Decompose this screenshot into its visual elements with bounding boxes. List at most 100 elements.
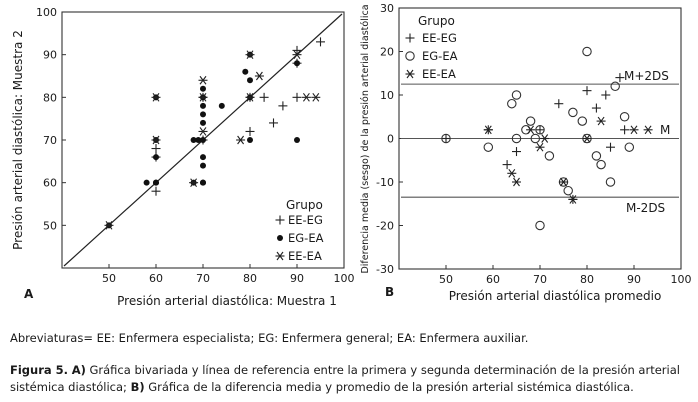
panel-b-point-ee-eg (441, 134, 451, 143)
panel-b-xtick-label: 100 (671, 273, 692, 286)
panel-b-point-eg-ea (530, 133, 541, 144)
abbreviations-note: Abreviaturas= EE: Enfermera especialista… (10, 331, 529, 345)
panel-b-point-ee-eg (582, 86, 592, 96)
panel-b-point-ee-eg (535, 125, 545, 135)
panel-a-ticks: 50 60 70 80 90 100 100 90 80 70 60 50 (36, 6, 355, 285)
panel-a-xtick-label: 100 (334, 272, 355, 285)
panel-b-legend-title: Grupo (418, 14, 455, 28)
panel-b-legend-marker-ee-ea (405, 69, 415, 79)
panel-a-point-ee-eg (151, 186, 161, 196)
panel-a-xtick-label: 80 (243, 272, 257, 285)
panel-b-xtick-label: 60 (486, 273, 500, 286)
panel-b-ref-label-upper: M+2DS (624, 69, 669, 83)
panel-b-point-ee-ea (535, 142, 545, 152)
panel-b-point-eg-ea (577, 116, 588, 126)
panel-b-point-eg-ea (619, 112, 630, 122)
panel-b-ref-label-mean: M (660, 123, 670, 137)
panel-a-ytick-label: 80 (43, 91, 57, 104)
panel-a-label: A (24, 287, 34, 301)
panel-a-legend-entry-eg-ea: EG-EA (288, 231, 324, 245)
panel-b-point-ee-ea (568, 195, 578, 204)
panel-b-ytick-label: -20 (376, 220, 394, 233)
panel-a-point-ee-ea (198, 93, 208, 102)
panel-b-xtick-label: 70 (533, 273, 547, 286)
panel-b-legend-entry-ee-ea: EE-EA (422, 67, 456, 81)
panel-b-xlabel: Presión arterial diastólica promedio (449, 289, 662, 303)
panel-b-point-ee-ea (629, 125, 639, 135)
panel-a-point-eg-ea (218, 102, 225, 109)
panel-b-point-eg-ea (582, 46, 592, 57)
panel-b-point-ee-eg (502, 160, 512, 170)
panel-b-point-ee-eg (512, 147, 521, 157)
panel-a-point-eg-ea (247, 137, 253, 143)
panel-a-point-eg-ea (200, 154, 206, 161)
panel-a-point-eg-ea (200, 85, 206, 92)
panel-a-point-ee-ea (301, 93, 311, 102)
panel-b-point-ee-eg (606, 142, 615, 152)
panel-b-point-eg-ea (591, 151, 602, 161)
panel-b-point-eg-ea (535, 125, 545, 135)
panel-a-point-eg-ea (200, 111, 206, 118)
panel-a-point-ee-ea (245, 50, 255, 59)
panel-b-point-ee-eg (620, 125, 630, 135)
panel-a-ytick-label: 60 (43, 177, 57, 190)
panel-a-point-ee-ea (311, 93, 321, 102)
panel-a-ytick-label: 90 (43, 49, 57, 62)
panel-a-ytick-label: 100 (36, 6, 57, 19)
panel-b-point-eg-ea (610, 81, 620, 92)
panel-a-point-eg-ea (200, 162, 206, 169)
panel-a-point-ee-eg (259, 92, 269, 102)
panel-b-point-ee-eg (615, 73, 625, 83)
panel-a-point-ee-ea (236, 135, 246, 145)
panel-a-point-ee-ea (151, 93, 161, 102)
panel-b-point-eg-ea (441, 133, 451, 144)
panel-a-point-ee-ea (189, 178, 199, 187)
panel-a-point-ee-eg (151, 144, 161, 154)
panel-b-point-ee-ea (507, 168, 517, 178)
panel-a-point-eg-ea (200, 102, 206, 109)
panel-a-point-eg-ea (153, 179, 159, 186)
panel-a-legend-title: Grupo (286, 198, 323, 212)
panel-a-ylabel: Presión arterial diastólica: Muestra 2 (11, 30, 25, 250)
panel-a-point-eg-ea (242, 68, 249, 75)
panel-b-point-eg-ea (544, 151, 555, 161)
caption-part-b-text: Gráfica de la diferencia media y promedi… (148, 380, 634, 394)
panel-a-point-ee-eg (292, 92, 302, 102)
panel-a-legend-markers (275, 215, 285, 261)
panel-a-legend-marker-ee-eg (275, 215, 285, 225)
panel-b-point-ee-ea (540, 134, 550, 143)
panel-b-point-eg-ea (596, 159, 606, 170)
panel-b-ytick-label: 0 (387, 133, 394, 146)
panel-b-point-eg-ea (535, 220, 545, 231)
panel-a-legend: Grupo EE-EG EG-EA EE-EA (275, 198, 324, 263)
panel-b-ytick-label: 30 (380, 2, 394, 15)
panel-b-ytick-label: -10 (376, 176, 394, 189)
panel-a-point-ee-ea (292, 50, 302, 59)
panel-b-ytick-label: 20 (380, 46, 394, 59)
panel-b-point-eg-ea (624, 142, 635, 152)
panel-a-point-eg-ea (143, 179, 150, 186)
panel-b-ylabel: Diferencia media (sesgo) de la presión a… (360, 4, 371, 273)
panel-a-point-eg-ea (153, 154, 159, 161)
panel-a-point-ee-eg (245, 126, 255, 136)
panel-b-point-eg-ea (568, 107, 578, 118)
panel-b-legend-entry-ee-eg: EE-EG (422, 31, 457, 45)
panel-b-legend: Grupo EE-EG EG-EA EE-EA (405, 14, 458, 81)
panel-a-points (104, 37, 325, 230)
panel-a-point-ee-ea (198, 127, 208, 136)
panel-b-label: B (385, 285, 394, 299)
panel-a-xtick-label: 70 (196, 272, 210, 285)
panel-b-points (441, 46, 653, 231)
panel-b-point-eg-ea (525, 116, 536, 126)
panel-b-point-ee-eg (601, 90, 611, 100)
panel-a-ytick-label: 50 (43, 219, 57, 232)
panel-b-point-ee-ea (526, 125, 536, 135)
caption-part-b-label: B) (130, 380, 145, 394)
caption-part-a-label: A) (71, 363, 86, 377)
panel-a-point-eg-ea (200, 119, 206, 126)
panel-b-point-eg-ea (511, 90, 522, 100)
panel-a-xtick-label: 60 (149, 272, 163, 285)
panel-b-point-ee-eg (591, 103, 601, 113)
